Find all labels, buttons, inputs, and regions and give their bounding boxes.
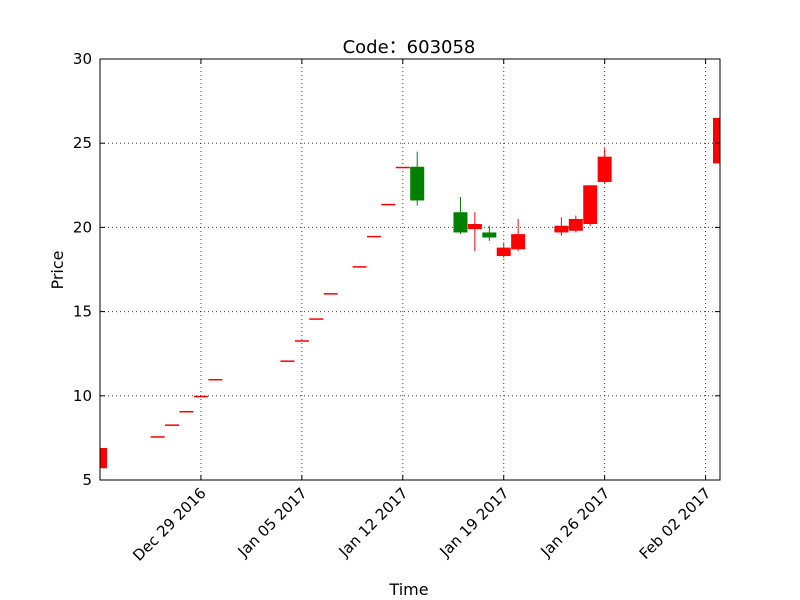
candle <box>453 197 468 235</box>
axes: 5 10 15 20 25 30 Dec 29 2016 Jan 05 2017 Jan 12 … <box>73 50 720 565</box>
y-tick-label: 15 <box>73 303 92 321</box>
plot-frame <box>99 58 721 481</box>
candle-body <box>280 360 295 362</box>
candle-body <box>597 156 612 182</box>
x-tick-label: Feb 02 2017 <box>636 484 715 563</box>
candle <box>193 395 208 398</box>
candle <box>309 318 324 320</box>
candle <box>99 448 107 469</box>
candle <box>597 148 612 184</box>
candle-body <box>323 293 338 295</box>
candle-body <box>554 225 569 233</box>
candle-body <box>395 166 410 169</box>
x-tick-label: Dec 29 2016 <box>129 484 209 564</box>
x-tick-label: Jan 05 2017 <box>234 484 311 561</box>
candle <box>713 117 721 166</box>
candle-body <box>482 232 497 238</box>
candle <box>568 215 583 233</box>
candle-body <box>713 117 720 164</box>
candle <box>208 378 223 381</box>
candle-body <box>381 203 396 206</box>
candle-body <box>208 378 223 381</box>
candle-body <box>568 218 583 231</box>
candle <box>583 185 598 226</box>
candle-body <box>511 234 526 250</box>
candle-body <box>467 224 482 230</box>
candle <box>294 340 309 342</box>
candle-body <box>366 235 381 238</box>
candle <box>467 212 482 251</box>
candle-body <box>583 185 598 225</box>
candle-body <box>193 395 208 398</box>
candle <box>381 203 396 206</box>
candle <box>323 293 338 295</box>
candle <box>511 218 526 251</box>
y-axis-title: Price <box>48 250 67 289</box>
x-axis-title: Time <box>388 580 428 599</box>
candle-body <box>100 448 107 469</box>
candle <box>496 242 511 258</box>
candle <box>280 360 295 362</box>
candle-body <box>165 424 180 426</box>
x-tick-label: Jan 19 2017 <box>436 484 513 561</box>
x-tick-label: Jan 26 2017 <box>536 484 613 561</box>
candle <box>395 166 410 169</box>
candle <box>482 225 497 241</box>
candle <box>165 424 180 426</box>
candle <box>352 266 367 268</box>
y-tick-label: 30 <box>73 50 92 68</box>
candle-body <box>150 436 165 438</box>
candle-body <box>453 212 468 233</box>
grid <box>100 59 720 480</box>
candles <box>99 117 721 469</box>
candle-body <box>309 318 324 320</box>
y-tick-label: 25 <box>73 134 92 152</box>
candle <box>150 436 165 438</box>
y-tick-label: 5 <box>82 471 92 489</box>
candle <box>366 235 381 238</box>
candle-body <box>496 247 511 257</box>
y-tick-label: 20 <box>73 218 92 236</box>
candle <box>410 151 425 206</box>
candle-body <box>294 340 309 342</box>
x-tick-label: Jan 12 2017 <box>335 484 412 561</box>
candle-body <box>352 266 367 268</box>
candle-body <box>410 166 425 201</box>
chart-title: Code：603058 <box>343 37 476 58</box>
y-tick-label: 10 <box>73 387 92 405</box>
candle <box>554 217 569 236</box>
candle <box>179 410 194 413</box>
candle-body <box>179 410 194 413</box>
